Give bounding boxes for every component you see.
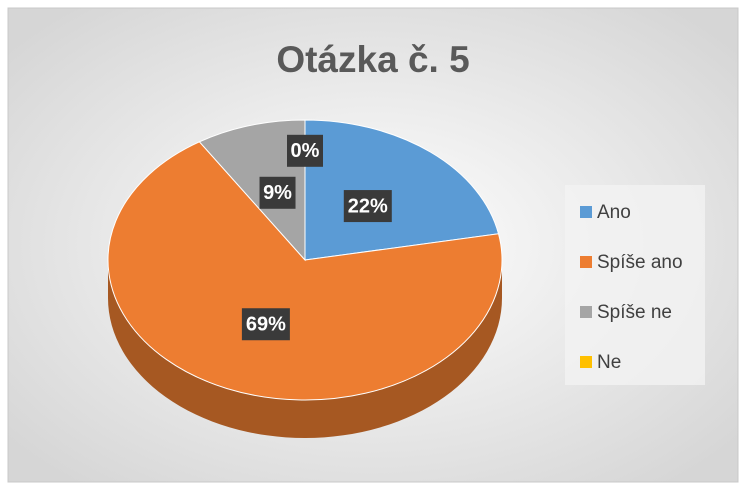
chart-title: Otázka č. 5 [276, 39, 469, 80]
data-label: 9% [263, 182, 292, 204]
slice-side [108, 260, 502, 438]
data-label: 0% [291, 140, 320, 162]
legend-swatch [580, 356, 592, 368]
legend-label: Spíše ano [597, 252, 683, 273]
data-label-box [287, 134, 323, 167]
legend-swatch [580, 256, 592, 268]
data-label-box [259, 176, 296, 209]
legend-box [565, 185, 705, 385]
data-label-box [241, 308, 290, 341]
data-label-box [343, 190, 392, 223]
data-label: 22% [348, 195, 388, 217]
data-label: 69% [246, 314, 286, 336]
legend-label: Spíše ne [597, 302, 672, 323]
slice [304, 119, 500, 261]
legend-swatch [580, 206, 592, 218]
legend-label: Ne [597, 352, 621, 373]
slice [107, 141, 503, 401]
legend-swatch [580, 306, 592, 318]
slice [198, 119, 306, 262]
legend-label: Ano [597, 202, 631, 223]
